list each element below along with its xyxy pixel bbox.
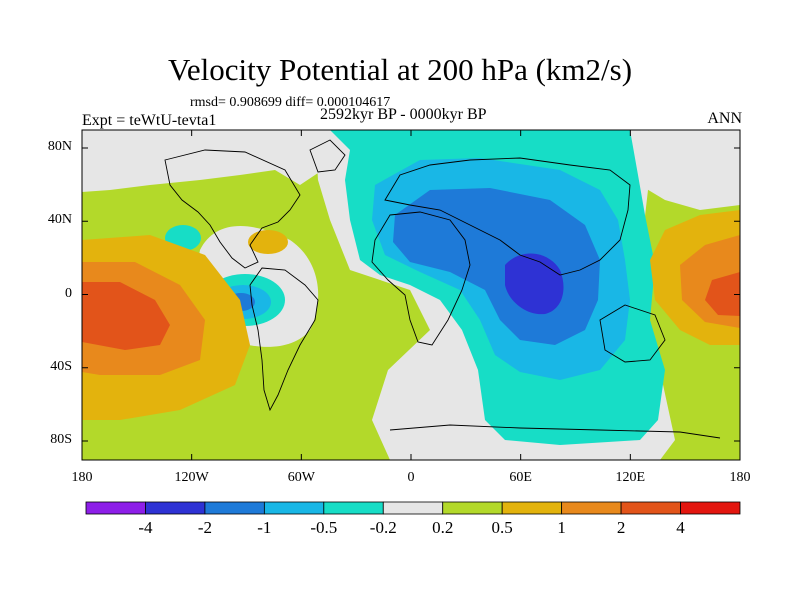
colorbar-label: -2 xyxy=(197,518,212,537)
coast-greenland xyxy=(309,139,346,173)
near-zero-region xyxy=(625,130,740,210)
colorbar-swatch xyxy=(442,501,503,515)
y-tick-label: 0 xyxy=(65,285,72,301)
x-tick-label: 120E xyxy=(615,470,646,485)
x-tick-label: 0 xyxy=(407,470,415,485)
colorbar-label: -0.2 xyxy=(369,518,397,537)
colorbar-label: 0.2 xyxy=(432,518,454,537)
colorbar-label: 2 xyxy=(616,518,626,537)
stats-text: rmsd= 0.908699 diff= 0.000104617 xyxy=(190,95,391,110)
colorbar-label: 4 xyxy=(676,518,685,537)
y-tick-label: 40N xyxy=(47,212,72,228)
experiment-label: Expt = teWtU-tevta1 xyxy=(82,112,217,129)
colorbar-swatch xyxy=(501,501,563,515)
coast-south-america xyxy=(249,267,319,412)
colorbar-swatch xyxy=(323,501,384,515)
coast-antarctica xyxy=(389,424,721,439)
colorbar-swatch xyxy=(561,501,622,515)
y-tick-label: 80N xyxy=(47,139,72,154)
coast-eurasia xyxy=(384,157,631,276)
positive-band-0.5 xyxy=(248,230,288,254)
colorbar-swatch xyxy=(382,501,444,515)
colorbar-label: 1 xyxy=(557,518,566,537)
x-tick-label: 60E xyxy=(509,470,532,485)
season-label: ANN xyxy=(707,110,742,127)
near-zero-region xyxy=(82,130,335,192)
colorbar-swatch xyxy=(680,501,741,515)
coast-north-america xyxy=(164,149,301,269)
colorbar-swatch xyxy=(263,501,325,515)
x-tick-label: 60W xyxy=(287,470,315,485)
colorbar-swatch xyxy=(145,501,206,515)
coastlines xyxy=(164,139,721,439)
x-ticks xyxy=(81,130,741,460)
chart-title: Velocity Potential at 200 hPa (km2/s) xyxy=(167,52,633,87)
colorbar-label: 0.5 xyxy=(491,518,513,537)
y-tick-label: 40S xyxy=(50,358,72,374)
y-ticks xyxy=(82,147,740,442)
contour-field xyxy=(82,130,740,460)
colorbar-swatch xyxy=(620,501,681,515)
colorbar-label: -0.5 xyxy=(310,518,338,537)
colorbar-label: -1 xyxy=(257,518,272,537)
positive-band-2 xyxy=(82,282,170,350)
negative-band-2 xyxy=(505,253,564,315)
colorbar-label: -4 xyxy=(138,518,153,537)
x-tick-label: 120W xyxy=(174,470,209,485)
colorbar xyxy=(85,501,741,515)
period-label: 2592kyr BP - 0000kyr BP xyxy=(320,106,487,123)
x-tick-label: 180 xyxy=(729,470,751,485)
colorbar-swatch xyxy=(204,501,265,515)
coast-africa xyxy=(371,211,471,346)
positive-band-2 xyxy=(705,272,740,316)
colorbar-swatch xyxy=(85,501,146,515)
y-tick-label: 80S xyxy=(50,432,72,447)
x-tick-label: 180 xyxy=(71,470,93,485)
coast-australia xyxy=(599,304,666,363)
